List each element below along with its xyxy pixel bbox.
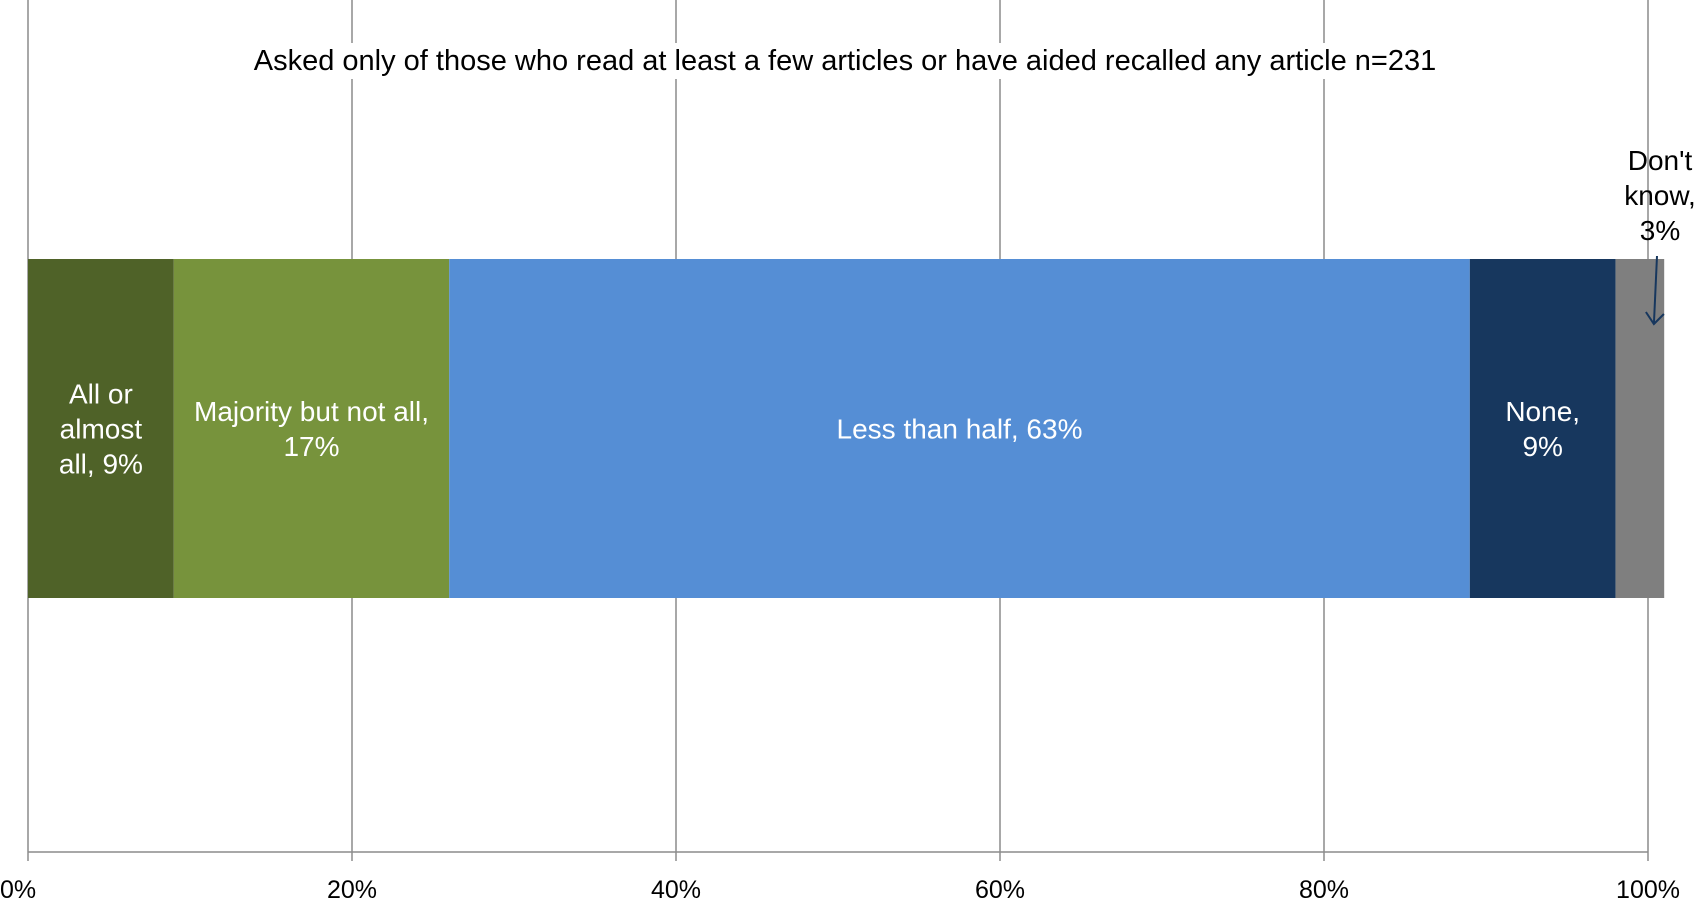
x-tick-label: 80% [1299,876,1349,904]
data-label-don-t-know: Don't know, 3% [1624,145,1696,246]
note-background [247,43,1443,79]
bar-segment-less-than-half [449,259,1470,598]
callout-leader-line [1652,255,1658,325]
segment-labels: All or almost all, 9% Majority but not all,… [59,145,1696,480]
x-tick-label: 40% [651,876,701,904]
x-axis: 0% 20% 40% 60% 80% 100% [0,851,1680,904]
data-label-less-than-half: Less than half, 63% [837,414,1083,445]
callout-arrowhead [1645,311,1665,326]
data-label-all-or-almost-all: All or almost all, 9% [59,379,143,480]
bar-segment-majority-but-not-all [173,259,450,598]
x-tick-label: 60% [975,876,1025,904]
x-tick-label: 0% [0,876,36,904]
data-label-none: None, 9% [1505,396,1580,462]
bar-segment-none [1469,259,1616,598]
bar-segments [28,259,1665,598]
data-label-majority-but-not-all: Majority but not all, 17% [194,396,429,462]
bar-segment-all-or-almost-all [28,259,174,598]
x-tick-label: 20% [327,876,377,904]
chart-note: Asked only of those who read at least a … [254,45,1436,77]
bar-segment-don-t-know [1615,259,1665,598]
x-tick-label: 100% [1616,876,1680,904]
